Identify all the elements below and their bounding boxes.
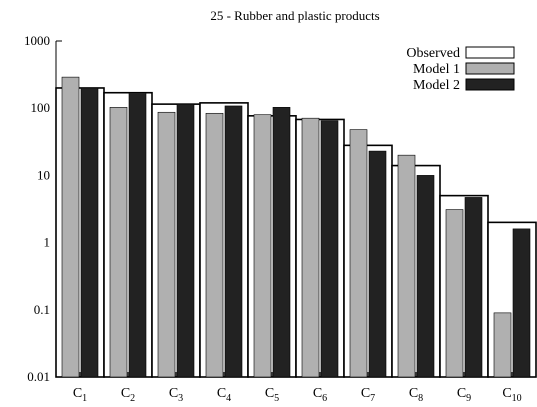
x-tick-base: C	[217, 386, 226, 401]
bar-model-2	[464, 197, 483, 378]
bar-model-1	[205, 112, 224, 378]
bar-model-1	[301, 117, 320, 378]
x-tick-base: C	[121, 386, 130, 401]
bar-model-1	[349, 129, 368, 378]
x-tick-label: C1	[73, 386, 87, 404]
x-tick-base: C	[457, 386, 466, 401]
x-tick-label: C3	[169, 386, 183, 404]
legend-swatch	[465, 62, 515, 75]
y-tick-label: 10	[37, 167, 50, 182]
bar-model-2	[512, 228, 531, 378]
legend-label: Observed	[406, 46, 460, 61]
bar-model-2	[80, 87, 99, 378]
x-tick-label: C2	[121, 386, 135, 404]
x-tick-base: C	[265, 386, 274, 401]
x-tick-base: C	[169, 386, 178, 401]
x-tick-base: C	[409, 386, 418, 401]
x-tick-subscript: 6	[322, 393, 327, 404]
x-tick-label: C6	[313, 386, 327, 404]
bar-model-1	[157, 111, 176, 378]
legend-swatch	[465, 46, 515, 59]
x-tick-subscript: 4	[226, 393, 231, 404]
bar-model-2	[368, 150, 387, 378]
y-tick-label: 0.1	[34, 302, 50, 317]
legend-label: Model 2	[413, 78, 460, 93]
bar-model-1	[493, 312, 512, 378]
x-tick-base: C	[502, 386, 511, 401]
chart-title: 25 - Rubber and plastic products	[210, 8, 379, 23]
x-tick-subscript: 3	[178, 393, 183, 404]
bar-model-2	[416, 175, 435, 378]
bar-model-2	[224, 105, 243, 378]
x-tick-subscript: 5	[274, 393, 279, 404]
x-tick-base: C	[361, 386, 370, 401]
bar-model-1	[109, 107, 128, 378]
x-tick-label: C4	[217, 386, 231, 404]
x-tick-subscript: 9	[466, 393, 471, 404]
bar-model-1	[61, 76, 80, 378]
y-tick-label: 1	[44, 235, 51, 250]
x-tick-subscript: 10	[512, 393, 522, 404]
x-tick-label: C9	[457, 386, 471, 404]
y-tick-label: 1000	[24, 33, 50, 48]
x-tick-base: C	[73, 386, 82, 401]
x-tick-base: C	[313, 386, 322, 401]
bar-model-2	[176, 103, 195, 378]
x-tick-subscript: 8	[418, 393, 423, 404]
bar-model-2	[272, 107, 291, 378]
bar-model-1	[397, 154, 416, 378]
bar-model-2	[320, 120, 339, 378]
x-tick-label: C5	[265, 386, 279, 404]
x-tick-subscript: 7	[370, 393, 375, 404]
x-tick-subscript: 2	[130, 393, 135, 404]
bar-model-1	[445, 209, 464, 378]
x-tick-label: C8	[409, 386, 423, 404]
legend-swatch	[465, 78, 515, 91]
x-tick-subscript: 1	[82, 393, 87, 404]
x-tick-label: C10	[502, 386, 521, 404]
legend-label: Model 1	[413, 62, 460, 77]
y-tick-label: 100	[31, 100, 51, 115]
bar-model-2	[128, 92, 147, 378]
bar-model-1	[253, 114, 272, 378]
y-tick-label: 0.01	[27, 369, 50, 384]
x-tick-label: C7	[361, 386, 375, 404]
